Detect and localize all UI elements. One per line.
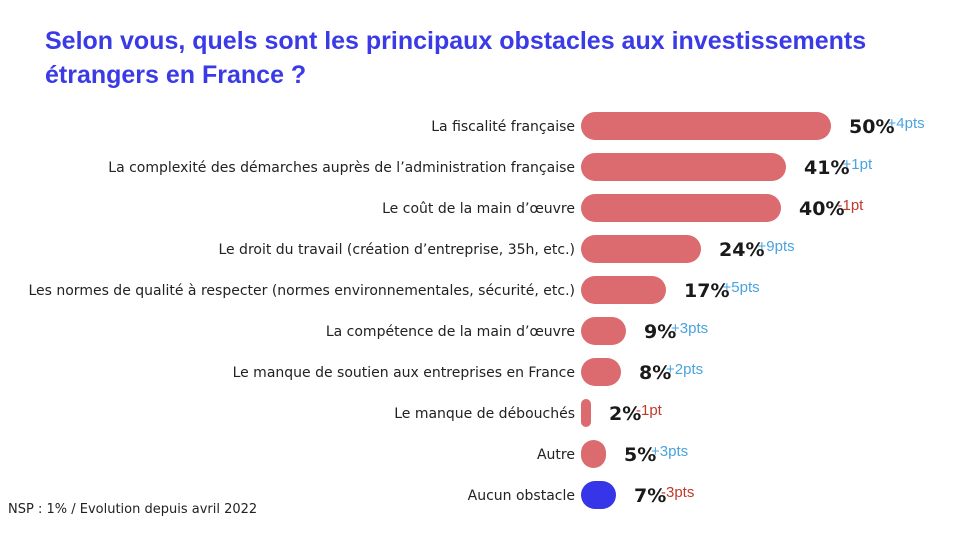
category-label: La fiscalité française: [431, 119, 575, 135]
category-label: Le manque de soutien aux entreprises en …: [233, 365, 575, 381]
category-label: Le manque de débouchés: [394, 406, 575, 422]
bar: [581, 276, 666, 304]
bar: [581, 317, 626, 345]
evolution-label: -3pts: [661, 484, 694, 501]
value-label: 2%: [609, 403, 641, 425]
value-label: 8%: [639, 362, 671, 384]
bar: [581, 481, 616, 509]
evolution-label: +3pts: [651, 443, 688, 460]
bar: [581, 358, 621, 386]
category-label: Aucun obstacle: [468, 488, 575, 504]
value-label: 40%: [799, 198, 844, 220]
value-label: 50%: [849, 116, 894, 138]
category-label: La compétence de la main d’œuvre: [326, 324, 575, 340]
evolution-label: +3pts: [671, 320, 708, 337]
evolution-label: +4pts: [888, 115, 925, 132]
value-label: 7%: [634, 485, 666, 507]
bar: [581, 440, 606, 468]
bar: [581, 399, 591, 427]
footnote: NSP : 1% / Evolution depuis avril 2022: [8, 502, 258, 517]
value-label: 9%: [644, 321, 676, 343]
bar: [581, 235, 701, 263]
evolution-label: -1pt: [838, 197, 865, 214]
bar: [581, 194, 781, 222]
evolution-label: -1pt: [636, 402, 663, 419]
bars-group: La fiscalité française 50%+4pts La complex…: [28, 112, 925, 509]
evolution-label: +5pts: [723, 279, 760, 296]
value-label: 5%: [624, 444, 656, 466]
evolution-label: +1pt: [843, 156, 873, 173]
category-label: Les normes de qualité à respecter (norme…: [28, 283, 575, 299]
category-label: Le coût de la main d’œuvre: [382, 201, 575, 217]
category-label: Autre: [537, 447, 575, 463]
evolution-label: +2pts: [666, 361, 703, 378]
value-label: 41%: [804, 157, 849, 179]
category-label: La complexité des démarches auprès de l’…: [108, 160, 575, 176]
evolution-label: +9pts: [758, 238, 795, 255]
bar: [581, 112, 831, 140]
bar: [581, 153, 786, 181]
chart-title: Selon vous, quels sont les principaux ob…: [45, 27, 867, 89]
value-label: 24%: [719, 239, 764, 261]
value-label: 17%: [684, 280, 729, 302]
category-label: Le droit du travail (création d’entrepri…: [218, 242, 575, 258]
